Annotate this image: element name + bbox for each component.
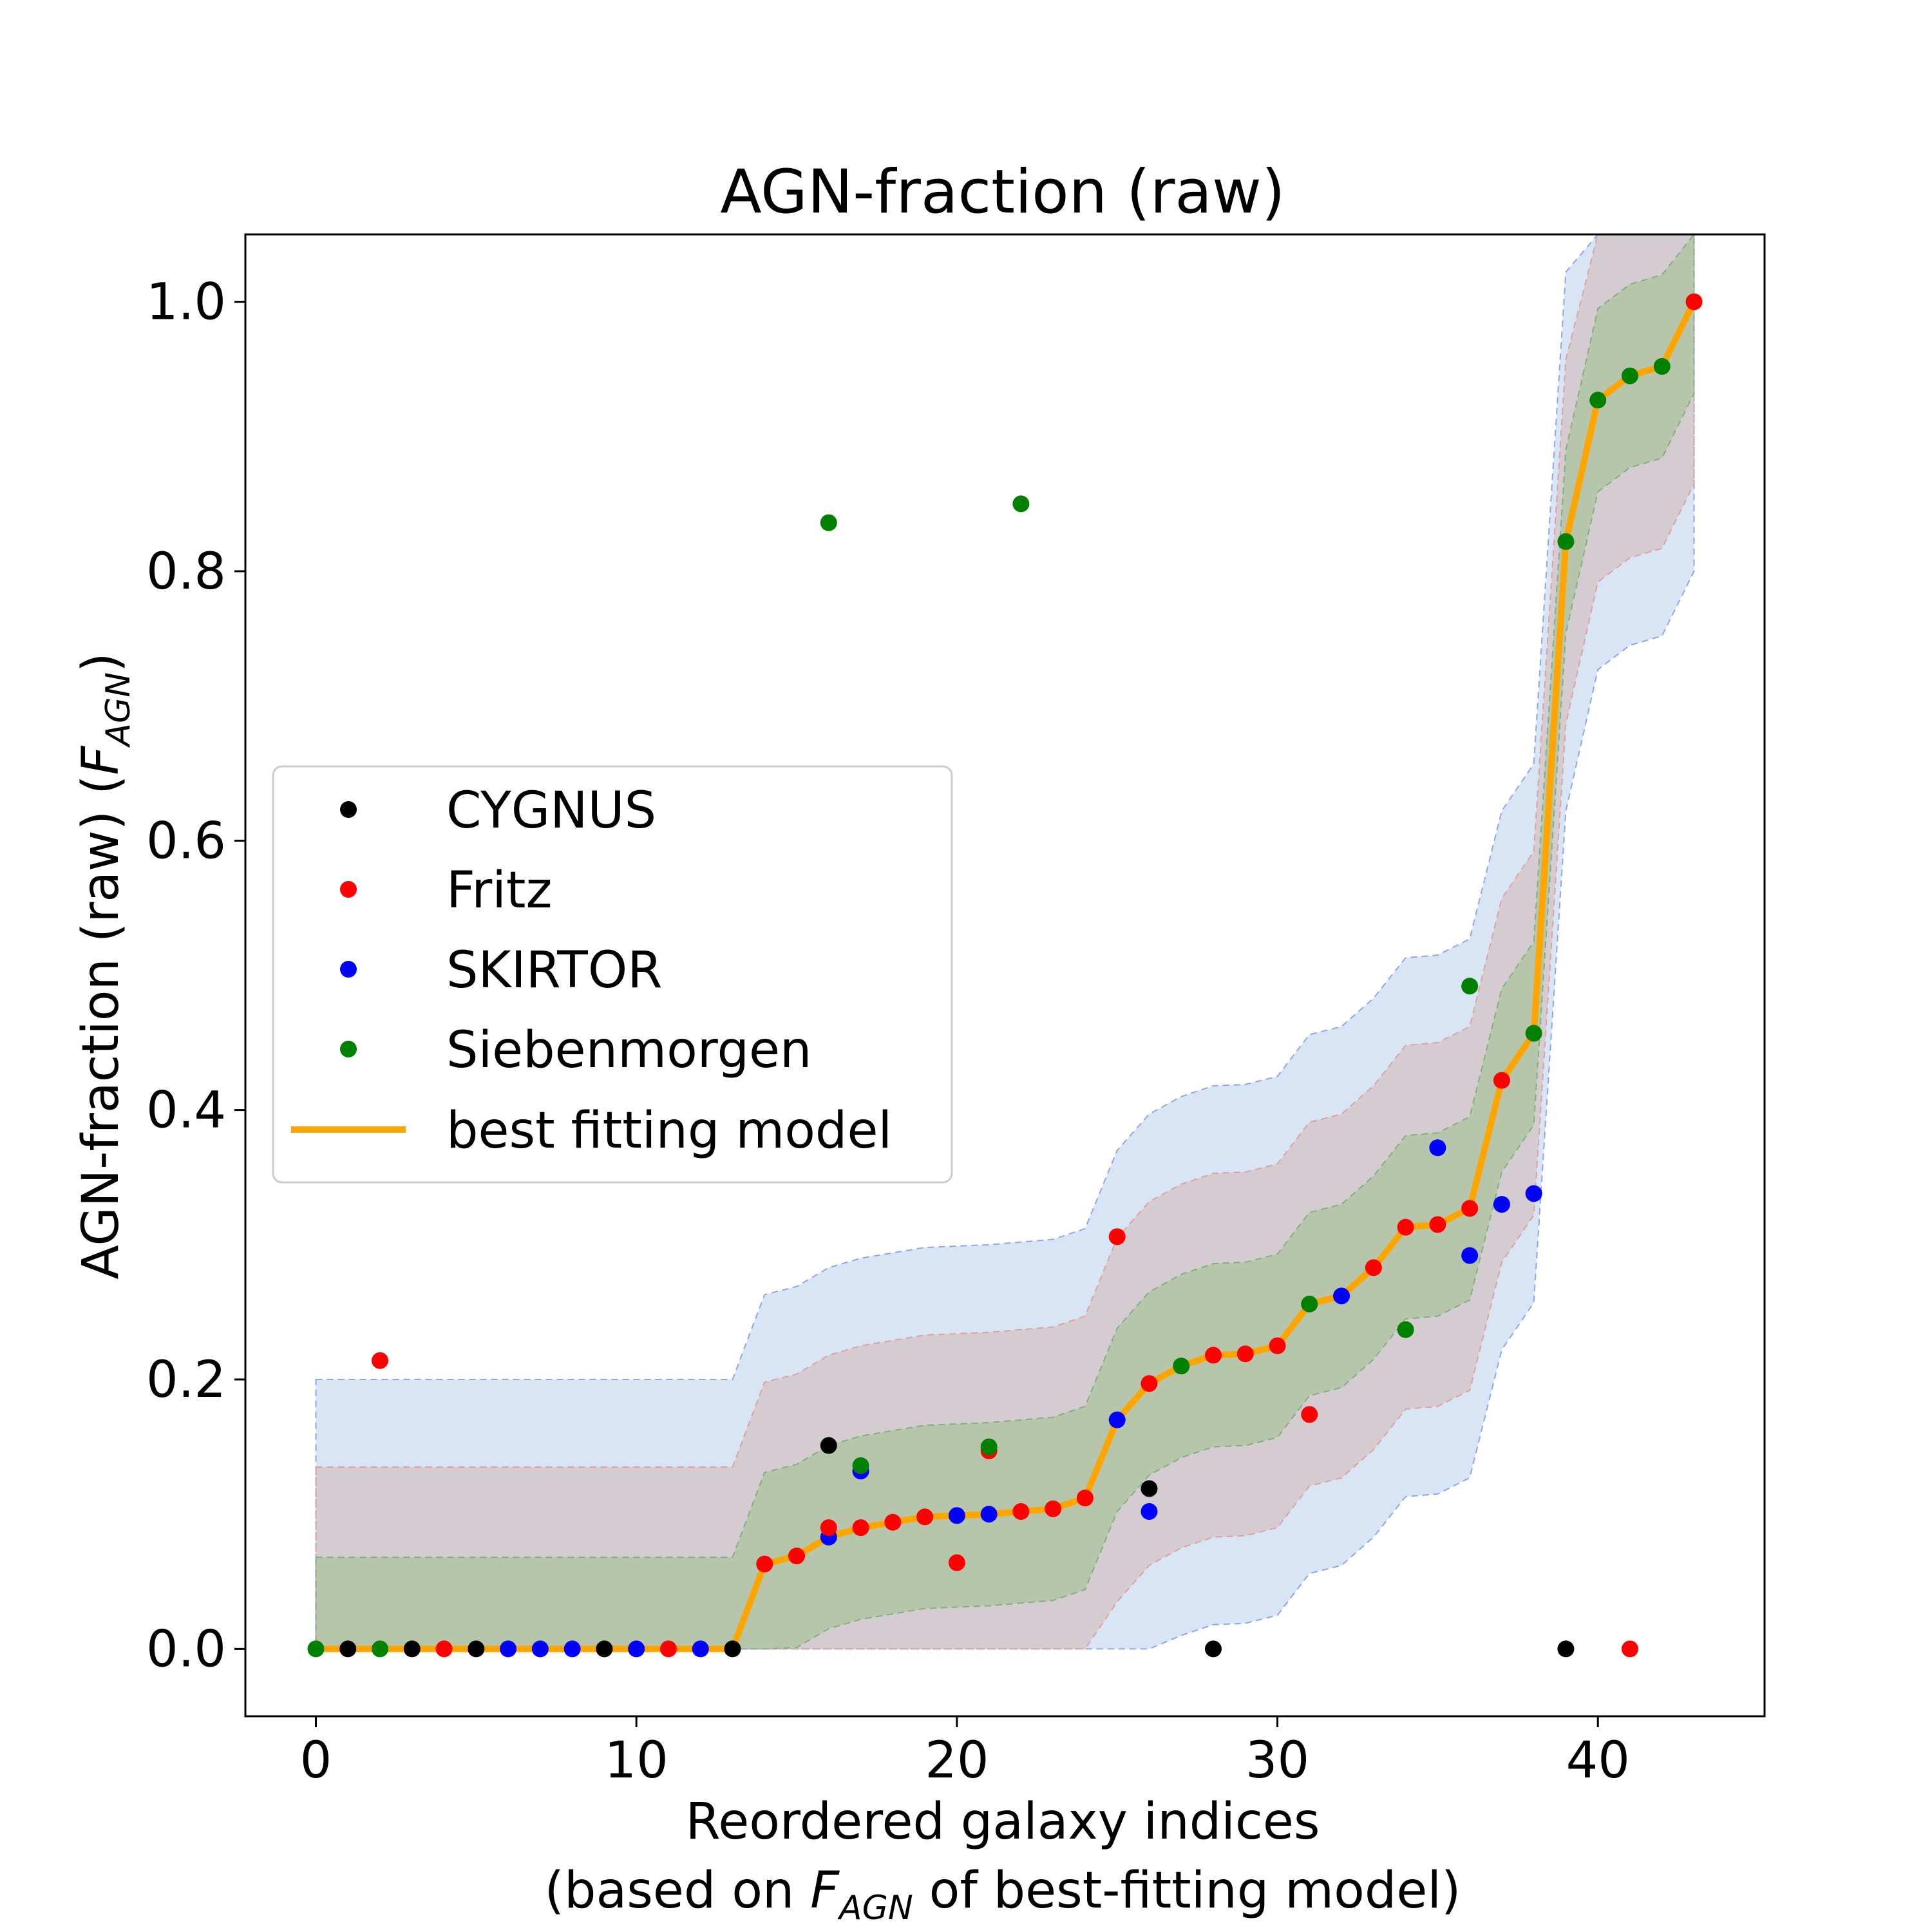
x-axis-label-line1: Reordered galaxy indices	[686, 1793, 1320, 1851]
point-fritz	[1012, 1503, 1030, 1520]
legend-label: best fitting model	[446, 1102, 892, 1160]
chart-title: AGN-fraction (raw)	[720, 157, 1285, 227]
point-fritz	[788, 1548, 806, 1565]
point-skirtor	[628, 1640, 645, 1658]
point-siebenmorgen	[372, 1640, 389, 1658]
y-tick-label: 1.0	[146, 274, 226, 332]
point-fritz	[1365, 1259, 1382, 1276]
legend-label: Fritz	[446, 862, 552, 920]
point-siebenmorgen	[307, 1640, 325, 1658]
legend-label: CYGNUS	[446, 782, 656, 840]
point-siebenmorgen	[1461, 978, 1479, 995]
point-cygnus	[1557, 1640, 1575, 1658]
point-fritz	[659, 1640, 677, 1658]
point-siebenmorgen	[980, 1438, 998, 1455]
point-siebenmorgen	[1397, 1321, 1414, 1338]
point-skirtor	[564, 1640, 581, 1658]
y-tick-label: 0.6	[146, 812, 226, 870]
y-axis-label: AGN-fraction (raw) (FAGN)	[72, 652, 138, 1279]
point-cygnus	[596, 1640, 613, 1658]
point-siebenmorgen	[820, 514, 837, 531]
point-skirtor	[948, 1507, 965, 1524]
legend-marker-fritz	[340, 881, 357, 898]
x-tick-label: 40	[1566, 1732, 1630, 1790]
point-siebenmorgen	[1012, 495, 1030, 513]
point-cygnus	[1141, 1480, 1158, 1497]
y-axis-ticks: 0.0 0.2 0.4 0.6 0.8 1.0	[146, 274, 245, 1678]
point-skirtor	[1108, 1411, 1126, 1428]
point-siebenmorgen	[1173, 1358, 1190, 1375]
point-cygnus	[820, 1437, 837, 1454]
point-cygnus	[724, 1640, 741, 1658]
legend-label: SKIRTOR	[446, 942, 662, 999]
point-siebenmorgen	[1653, 357, 1671, 375]
legend-box	[272, 765, 953, 1184]
x-axis-label-line2: (based on FAGN of best-fitting model)	[545, 1862, 1461, 1927]
point-fritz	[1204, 1347, 1222, 1364]
point-fritz	[1397, 1218, 1414, 1236]
x-axis-ticks: 0 10 20 30 40	[300, 1716, 1630, 1790]
point-skirtor	[692, 1640, 709, 1658]
x-tick-label: 10	[605, 1732, 668, 1790]
y-tick-label: 0.4	[146, 1082, 226, 1140]
point-fritz	[1269, 1337, 1286, 1354]
point-fritz	[1301, 1406, 1318, 1423]
point-skirtor	[1333, 1287, 1350, 1305]
point-siebenmorgen	[852, 1457, 869, 1474]
x-tick-label: 0	[300, 1732, 332, 1790]
point-fritz	[884, 1513, 902, 1531]
point-fritz	[916, 1508, 934, 1526]
point-fritz	[948, 1554, 965, 1571]
point-siebenmorgen	[1557, 533, 1575, 550]
point-fritz	[1076, 1490, 1094, 1507]
point-skirtor	[1493, 1196, 1510, 1213]
y-tick-label: 0.0	[146, 1620, 226, 1678]
point-cygnus	[339, 1640, 357, 1658]
y-tick-label: 0.2	[146, 1351, 226, 1409]
point-fritz	[435, 1640, 453, 1658]
point-skirtor	[1429, 1139, 1446, 1157]
point-skirtor	[531, 1640, 549, 1658]
legend-marker-cygnus	[340, 801, 357, 818]
legend-marker-siebenmorgen	[340, 1041, 357, 1057]
point-siebenmorgen	[1589, 392, 1607, 409]
point-skirtor	[980, 1506, 998, 1523]
point-siebenmorgen	[1621, 367, 1638, 384]
point-cygnus	[1204, 1640, 1222, 1658]
point-fritz	[1685, 293, 1703, 310]
point-fritz	[756, 1555, 773, 1573]
point-cygnus	[468, 1640, 485, 1658]
legend: CYGNUS Fritz SKIRTOR Siebenmorgen best fitti…	[272, 765, 953, 1184]
plot-frame	[244, 233, 1766, 1718]
legend-marker-skirtor	[340, 961, 357, 978]
legend-label: Siebenmorgen	[446, 1021, 811, 1079]
point-fritz	[372, 1352, 389, 1369]
point-fritz	[1429, 1216, 1446, 1233]
x-tick-label: 20	[925, 1732, 989, 1790]
point-siebenmorgen	[1525, 1025, 1542, 1042]
point-fritz	[1461, 1200, 1479, 1217]
point-fritz	[1108, 1228, 1126, 1245]
point-siebenmorgen	[1301, 1295, 1318, 1312]
point-skirtor	[500, 1640, 517, 1658]
point-fritz	[1493, 1072, 1510, 1089]
point-fritz	[1045, 1500, 1062, 1517]
point-fritz	[1141, 1375, 1158, 1392]
point-skirtor	[1461, 1247, 1479, 1264]
point-skirtor	[1525, 1185, 1542, 1202]
point-fritz	[1621, 1640, 1638, 1658]
x-tick-label: 30	[1245, 1732, 1309, 1790]
point-fritz	[852, 1519, 869, 1537]
point-fritz	[1236, 1345, 1254, 1363]
point-cygnus	[403, 1640, 421, 1658]
point-skirtor	[1141, 1503, 1158, 1520]
point-fritz	[820, 1519, 837, 1537]
data-points	[307, 293, 1703, 1658]
y-tick-label: 0.8	[146, 543, 226, 601]
